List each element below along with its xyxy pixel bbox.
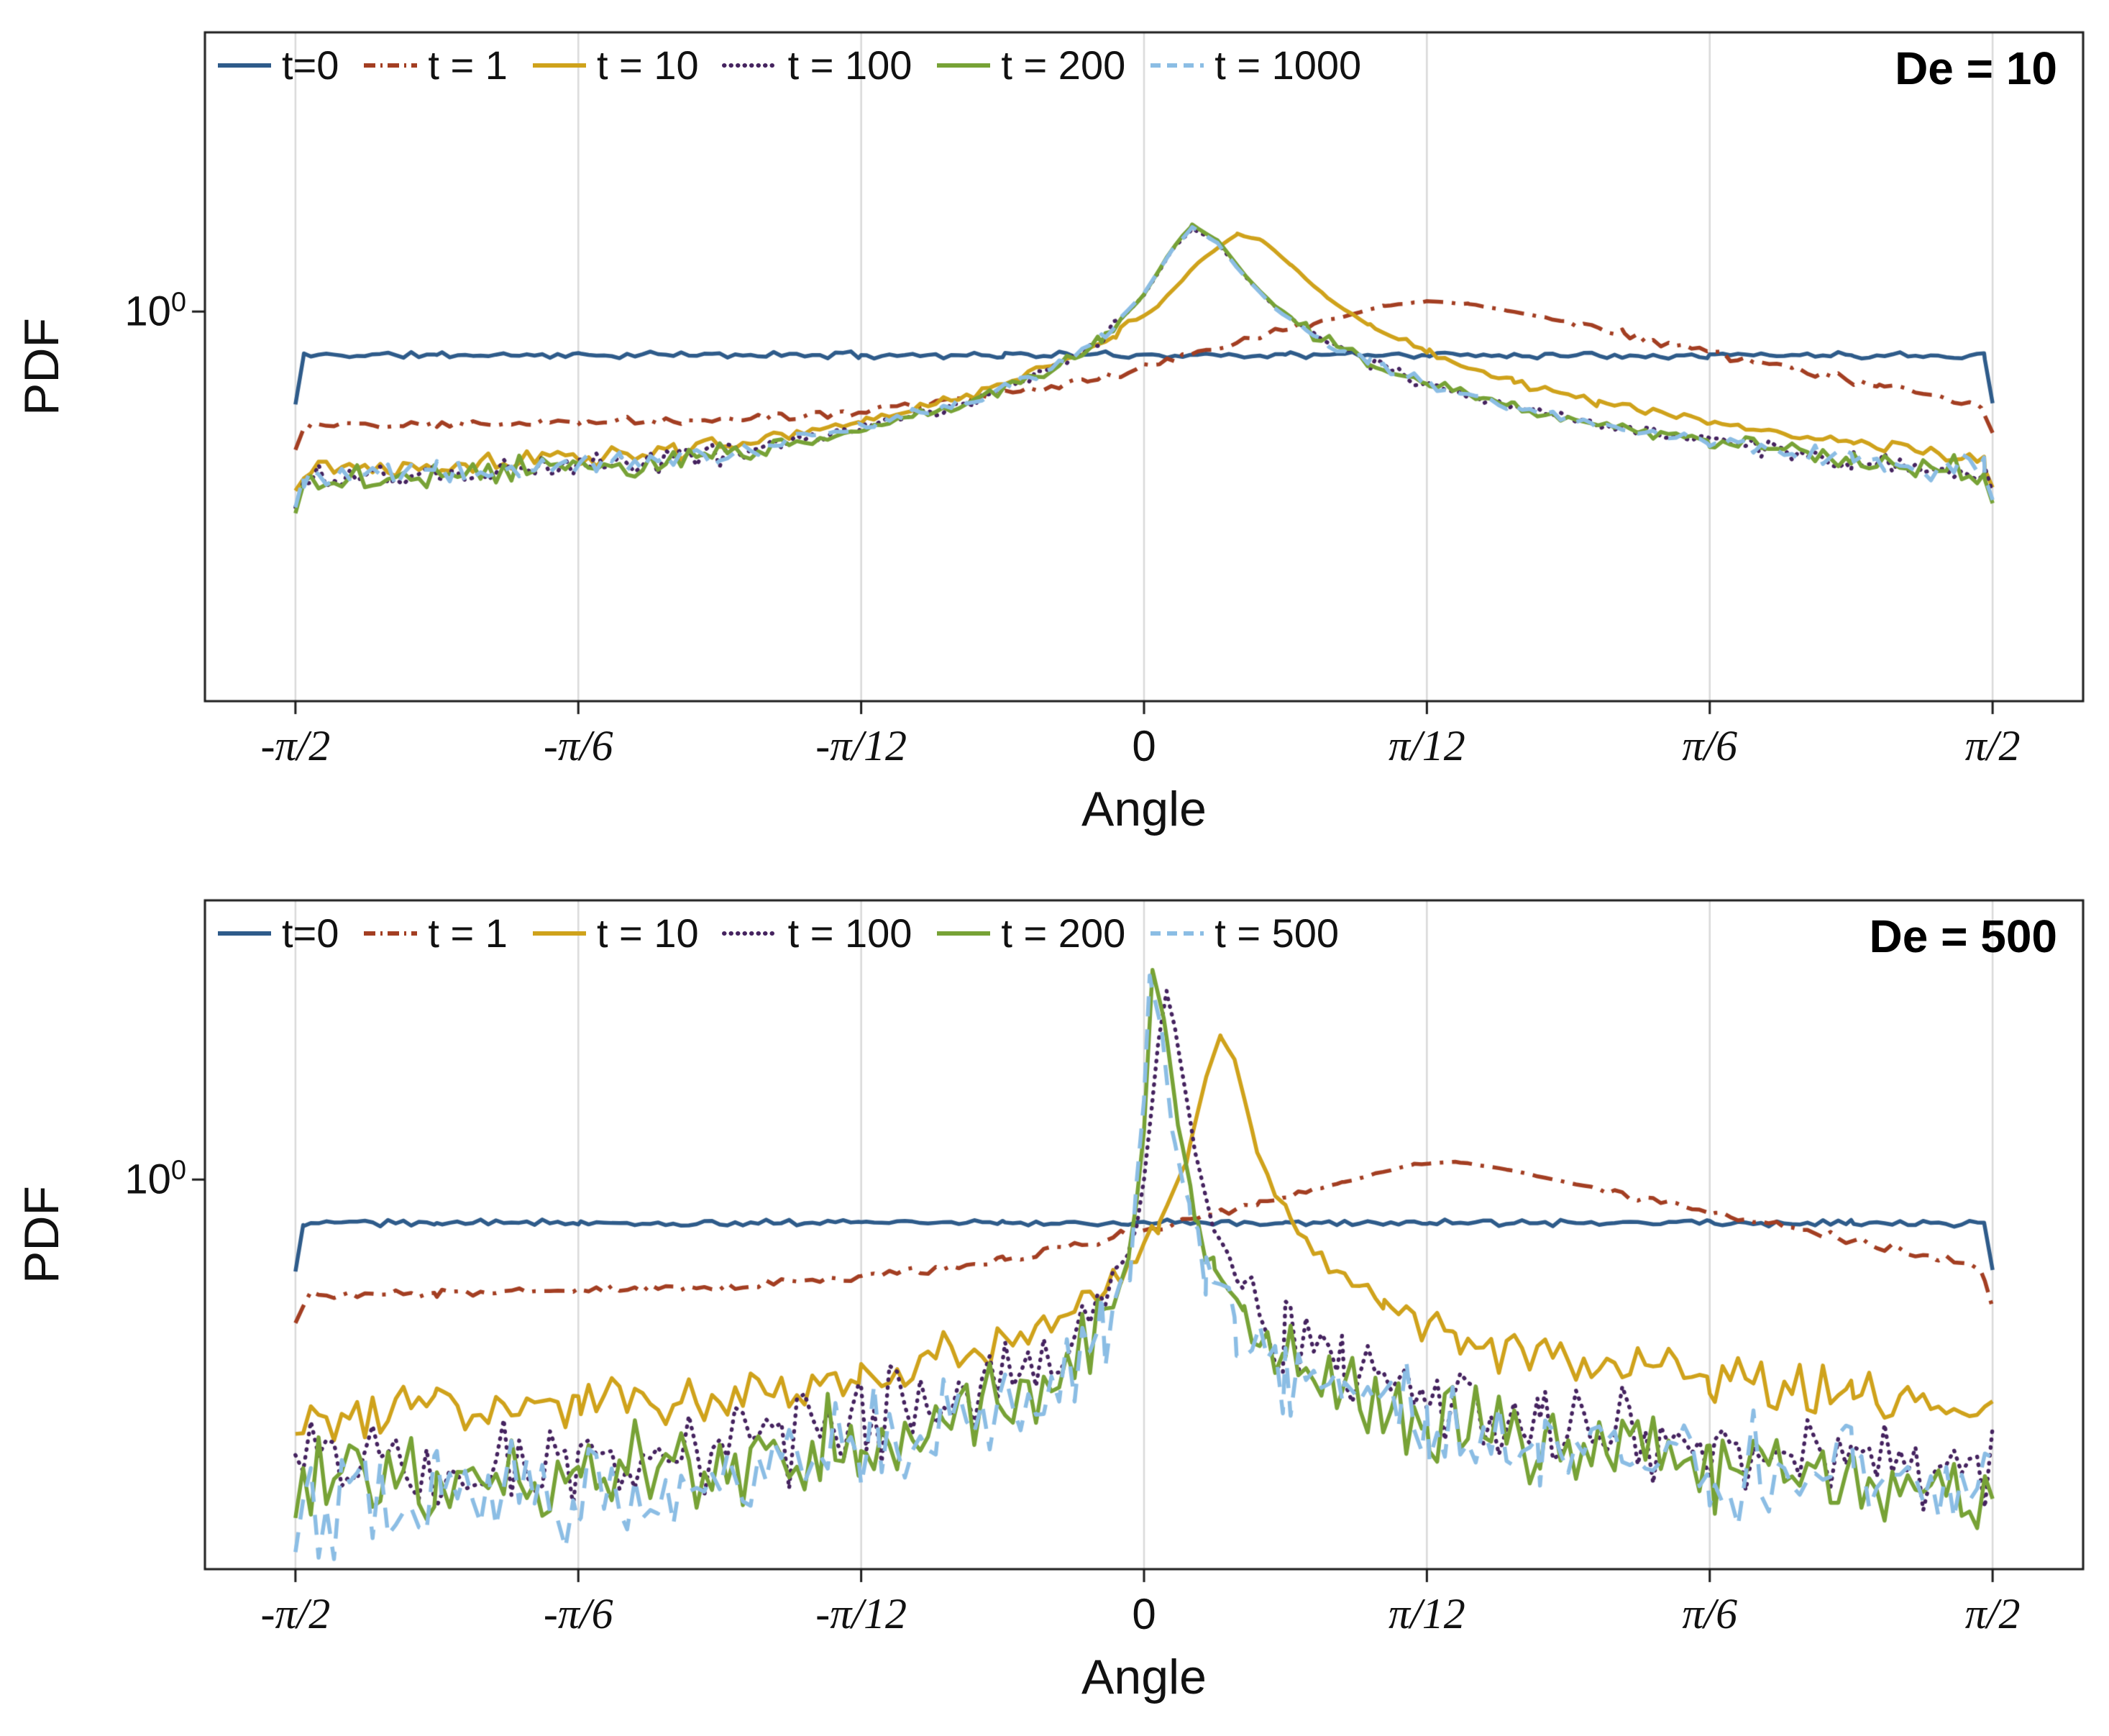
plot-canvas-de-10: [0, 0, 2109, 868]
plot-canvas-de-500: [0, 868, 2109, 1736]
